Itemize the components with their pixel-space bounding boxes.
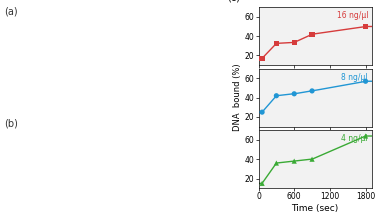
Point — [273, 42, 280, 45]
Point — [259, 110, 265, 114]
Point — [291, 92, 297, 96]
Point — [291, 159, 297, 163]
Text: (a): (a) — [4, 7, 18, 17]
Point — [362, 25, 368, 28]
Point — [309, 89, 315, 93]
Point — [309, 157, 315, 161]
Point — [273, 161, 280, 165]
Point — [362, 80, 368, 83]
Text: 16 ng/μl: 16 ng/μl — [337, 11, 368, 20]
Point — [259, 56, 265, 60]
Point — [362, 134, 368, 138]
Point — [273, 94, 280, 97]
Text: (b): (b) — [4, 119, 18, 129]
Point — [291, 41, 297, 44]
Point — [309, 32, 315, 36]
Point — [259, 181, 265, 185]
Text: 8 ng/μl: 8 ng/μl — [342, 73, 368, 82]
Y-axis label: DNA  bound (%): DNA bound (%) — [233, 64, 242, 131]
Text: (c): (c) — [227, 0, 240, 2]
X-axis label: Time (sec): Time (sec) — [291, 204, 339, 213]
Text: 4 ng/μl: 4 ng/μl — [341, 134, 368, 143]
